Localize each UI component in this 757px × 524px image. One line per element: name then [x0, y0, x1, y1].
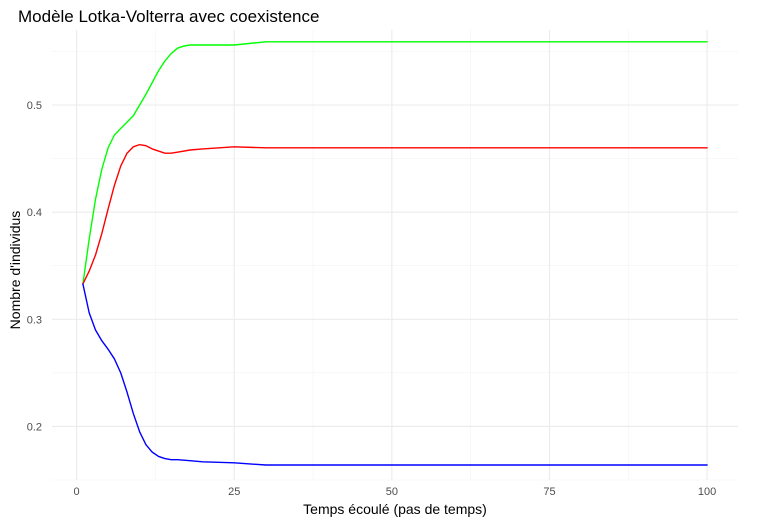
- x-tick-label: 25: [228, 486, 240, 498]
- series-group: [82, 41, 708, 466]
- x-tick-label: 0: [74, 486, 80, 498]
- series-line-3: [82, 283, 708, 466]
- y-tick-label: 0.3: [27, 314, 42, 326]
- y-tick-label: 0.5: [27, 100, 42, 112]
- x-tick-label: 100: [698, 486, 716, 498]
- series-line-1: [82, 41, 708, 285]
- x-tick-label: 75: [543, 486, 555, 498]
- tick-labels: 0 25 50 75 100 0.2 0.3 0.4 0.5: [27, 100, 717, 498]
- x-tick-label: 50: [386, 486, 398, 498]
- y-tick-label: 0.2: [27, 421, 42, 433]
- y-tick-label: 0.4: [27, 207, 42, 219]
- grid: [52, 30, 738, 481]
- series-line-2: [82, 143, 708, 285]
- chart-title: Modèle Lotka-Volterra avec coexistence: [18, 7, 319, 26]
- y-axis-title: Nombre d'individus: [7, 211, 23, 330]
- x-axis-title: Temps écoulé (pas de temps): [303, 501, 487, 517]
